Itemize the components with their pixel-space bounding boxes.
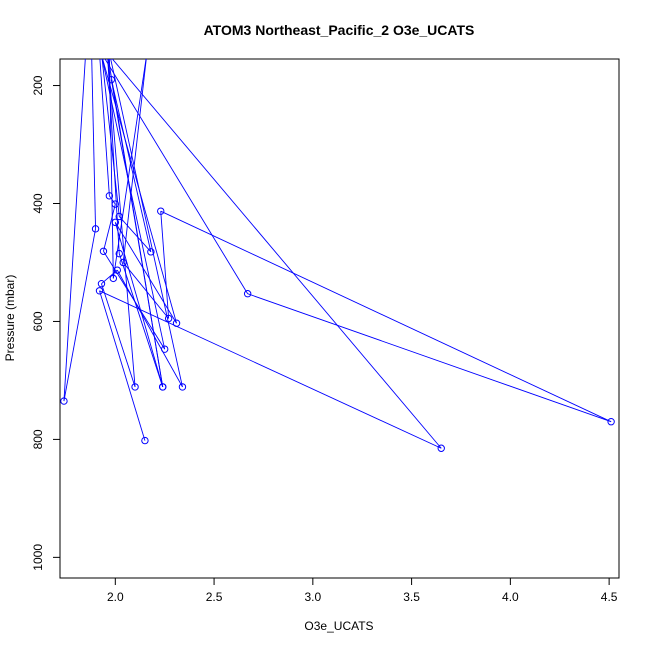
series-segment (107, 59, 136, 387)
series-segment (107, 59, 164, 387)
y-axis: 200 400 600 800 1000 (31, 75, 60, 571)
data-point (172, 319, 181, 327)
x-tick-label: 2.0 (107, 590, 124, 604)
series-segment (63, 59, 86, 402)
data-point (60, 397, 68, 405)
series-segment (99, 290, 442, 449)
x-tick-label: 4.0 (502, 590, 519, 604)
data-point (105, 192, 114, 200)
series-segment (112, 59, 147, 279)
data-point (119, 258, 127, 267)
y-axis-label: Pressure (mbar) (3, 275, 17, 362)
y-tick-label: 600 (31, 311, 45, 331)
data-point (160, 345, 169, 353)
y-tick-label: 800 (31, 429, 45, 449)
chart-title: ATOM3 Northeast_Pacific_2 O3e_UCATS (204, 22, 475, 38)
data-point (111, 200, 120, 208)
series-segment (122, 59, 147, 263)
x-axis-label: O3e_UCATS (304, 619, 373, 633)
data-point (178, 383, 187, 391)
x-tick-label: 3.0 (304, 590, 321, 604)
series-segment (160, 210, 612, 423)
data-point (91, 225, 100, 233)
data-point (109, 274, 118, 283)
x-tick-label: 4.5 (601, 590, 618, 604)
data-point (159, 383, 167, 391)
series-segment (110, 59, 183, 388)
data-point (107, 75, 116, 84)
series-segment (91, 59, 97, 229)
data-point (95, 287, 104, 295)
data-point (113, 266, 121, 274)
series-segment (99, 59, 110, 196)
series-segment (118, 253, 164, 388)
data-point (141, 436, 149, 445)
data-point (115, 212, 123, 221)
series-segment (101, 59, 120, 217)
data-point (243, 290, 252, 298)
series-segment (116, 269, 183, 388)
series-segment (122, 262, 169, 319)
series-segment (99, 290, 146, 441)
series-points (60, 75, 615, 452)
series-segment (247, 293, 612, 423)
series-segment (104, 59, 249, 294)
plot-frame (59, 58, 620, 579)
series-segment (101, 283, 136, 388)
y-tick-label: 400 (31, 193, 45, 213)
x-tick-label: 2.5 (206, 590, 223, 604)
data-point (97, 280, 106, 288)
data-point (111, 218, 120, 227)
series-segment (103, 203, 116, 252)
x-axis: 2.0 2.5 3.0 3.5 4.0 4.5 (107, 578, 618, 604)
data-point (147, 248, 155, 256)
data-point (131, 383, 139, 391)
data-point (437, 444, 445, 452)
y-tick-label: 1000 (31, 544, 45, 571)
data-point (157, 207, 165, 215)
series-segment (109, 59, 114, 279)
data-point (164, 314, 173, 323)
data-point (607, 418, 615, 426)
series-segment (118, 216, 152, 253)
x-tick-label: 3.5 (403, 590, 420, 604)
series-segment (63, 228, 96, 402)
y-tick-label: 200 (31, 75, 45, 95)
data-point (99, 247, 108, 255)
data-point (115, 249, 123, 258)
series-segment (160, 211, 170, 319)
series-lines (63, 59, 612, 449)
series-segment (114, 222, 164, 388)
series-segment (111, 59, 442, 449)
series-segment (110, 79, 152, 252)
